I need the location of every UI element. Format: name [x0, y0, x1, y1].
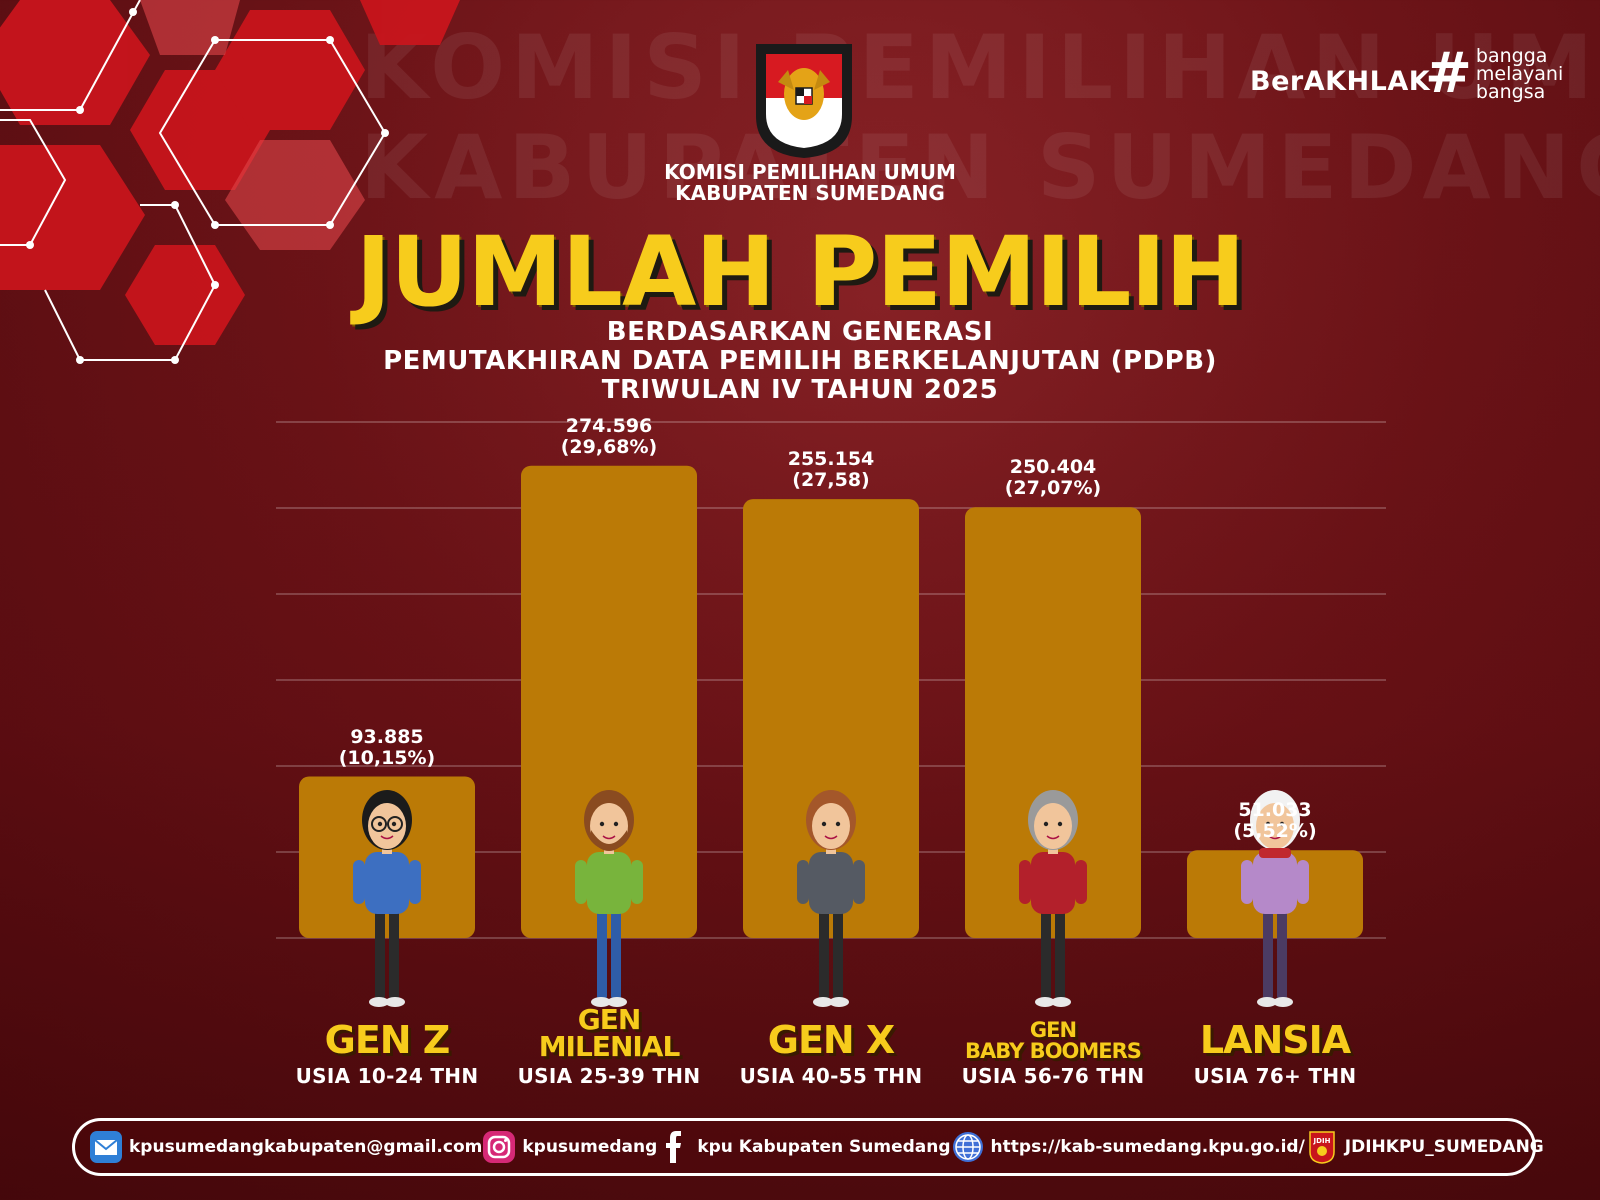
- email-text: kpusumedangkabupaten@gmail.com: [129, 1137, 483, 1157]
- watermark-line-2: KABUPATEN SUMEDANG: [360, 116, 1600, 219]
- website-text: https://kab-sumedang.kpu.go.id/: [990, 1137, 1305, 1157]
- category-label: GEN X: [716, 1020, 946, 1060]
- data-label: 51.033 (5,52%): [1185, 800, 1365, 842]
- contact-footer: kpusumedangkabupaten@gmail.com kpusumeda…: [72, 1118, 1544, 1176]
- data-label-value: 274.596: [565, 414, 653, 437]
- data-label-percent: (5,52%): [1233, 820, 1317, 843]
- data-label-value: 93.885: [350, 725, 424, 748]
- data-label-value: 250.404: [1009, 456, 1097, 479]
- data-label: 255.154 (27,58): [741, 449, 921, 491]
- data-label-percent: (27,07%): [1004, 477, 1102, 500]
- bangga-melayani-bangsa-logo: # bangga melayani bangsa: [1425, 46, 1563, 102]
- watermark-line-1: KOMISI PEMILIHAN UMUM: [360, 16, 1600, 119]
- person-illustration-icon: [1019, 790, 1087, 1007]
- berakhlak-logo: BerAKHLAK: [1250, 66, 1431, 97]
- kpu-logo: [748, 30, 860, 160]
- category-label-line: GEN: [577, 1003, 642, 1036]
- subtitle-line-1: BERDASARKAN GENERASI: [606, 317, 994, 347]
- category-label: GEN BABY BOOMERS: [938, 1020, 1168, 1062]
- data-label-percent: (10,15%): [338, 746, 436, 769]
- globe-icon: [951, 1130, 985, 1164]
- bangga-word-2: melayani: [1475, 63, 1564, 85]
- category-label-line: GEN X: [767, 1018, 895, 1062]
- category-label-line: GEN: [1029, 1018, 1077, 1042]
- age-range-label: USIA 76+ THN: [1193, 1064, 1357, 1088]
- age-range-label: USIA 10-24 THN: [295, 1064, 479, 1088]
- facebook-contact[interactable]: kpu Kabupaten Sumedang: [657, 1130, 951, 1164]
- person-illustration-icon: [353, 790, 421, 1007]
- bangga-word-1: bangga: [1475, 45, 1548, 67]
- age-range-label: USIA 25-39 THN: [517, 1064, 701, 1088]
- instagram-contact[interactable]: kpusumedang: [482, 1130, 657, 1164]
- category-label: LANSIA: [1160, 1020, 1390, 1060]
- subtitle-line-3: TRIWULAN IV TAHUN 2025: [601, 375, 999, 405]
- data-label-value: 255.154: [787, 448, 875, 471]
- chart-subtitle: BERDASARKAN GENERASI PEMUTAKHIRAN DATA P…: [300, 318, 1300, 405]
- organization-name: KOMISI PEMILIHAN UMUM KABUPATEN SUMEDANG: [600, 162, 1020, 204]
- hashtag-icon: #: [1425, 41, 1472, 106]
- instagram-text: kpusumedang: [522, 1137, 658, 1157]
- facebook-icon: [657, 1130, 691, 1164]
- mail-icon: [89, 1130, 123, 1164]
- age-range-label: USIA 56-76 THN: [961, 1064, 1145, 1088]
- background-building-sign: KOMISI PEMILIHAN UMUM KABUPATEN SUMEDANG: [360, 16, 1600, 219]
- jdih-badge-text: JDIH: [1312, 1137, 1330, 1145]
- person-illustration-icon: [575, 790, 643, 1007]
- jdih-contact[interactable]: JDIH JDIHKPU_SUMEDANG: [1305, 1130, 1544, 1164]
- data-label-percent: (27,58): [792, 469, 870, 492]
- facebook-text: kpu Kabupaten Sumedang: [697, 1137, 951, 1157]
- hexagon-decoration: [0, 0, 460, 364]
- category-label: GEN Z: [272, 1020, 502, 1060]
- category-label-line: LANSIA: [1199, 1018, 1351, 1062]
- org-line-2: KABUPATEN SUMEDANG: [675, 181, 945, 205]
- data-label: 274.596 (29,68%): [519, 414, 699, 458]
- age-range-label: USIA 40-55 THN: [739, 1064, 923, 1088]
- jdih-text: JDIHKPU_SUMEDANG: [1344, 1137, 1544, 1157]
- subtitle-line-2: PEMUTAKHIRAN DATA PEMILIH BERKELANJUTAN …: [383, 346, 1217, 376]
- bangga-word-3: bangsa: [1475, 81, 1546, 103]
- category-label-line: BABY BOOMERS: [965, 1039, 1142, 1063]
- chart-title: JUMLAH PEMILIH: [355, 216, 1246, 328]
- bar-gen-x: [743, 499, 919, 938]
- bar-gen-milenial: [521, 465, 697, 938]
- org-line-1: KOMISI PEMILIHAN UMUM: [664, 160, 956, 184]
- email-contact[interactable]: kpusumedangkabupaten@gmail.com: [89, 1130, 482, 1164]
- category-label: GEN MILENIAL: [494, 1003, 724, 1063]
- jdih-icon: JDIH: [1305, 1130, 1339, 1164]
- website-contact[interactable]: https://kab-sumedang.kpu.go.id/: [951, 1130, 1305, 1164]
- person-illustration-icon: [797, 790, 865, 1007]
- data-label-value: 51.033: [1238, 799, 1312, 822]
- data-label-percent: (29,68%): [560, 435, 658, 458]
- data-label: 250.404 (27,07%): [963, 457, 1143, 499]
- category-label-line: GEN Z: [324, 1018, 451, 1062]
- instagram-icon: [482, 1130, 516, 1164]
- data-label: 93.885 (10,15%): [297, 725, 477, 769]
- bar-gen-baby-boomers: [965, 507, 1141, 938]
- category-label-line: MILENIAL: [538, 1030, 681, 1063]
- person-illustration-icon: [1241, 790, 1309, 1007]
